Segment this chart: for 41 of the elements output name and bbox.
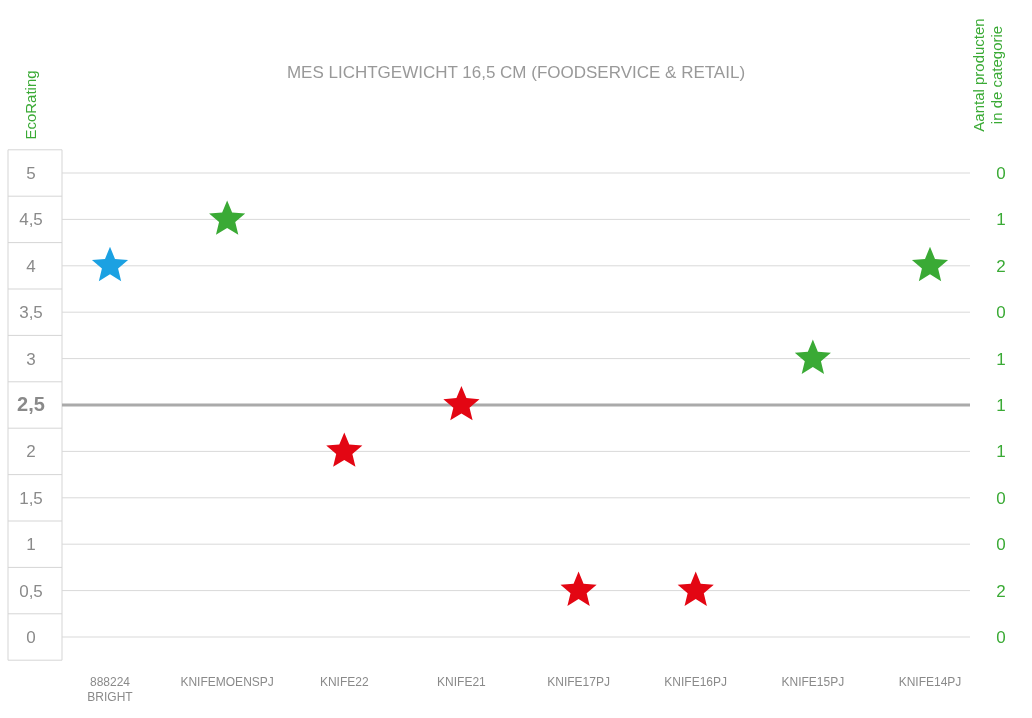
category-label: 1 [996, 396, 1006, 415]
y-axis-title: EcoRating [22, 70, 39, 140]
point [326, 432, 363, 467]
y-tick-label: 5 [26, 164, 36, 183]
y-tick-label: 2,5 [17, 393, 45, 415]
category-label: 1 [996, 349, 1006, 369]
category-label: 2 [996, 256, 1006, 276]
category-label: 2 [996, 581, 1006, 601]
x-tick-label: 888224 BRIGHT [87, 675, 134, 704]
x-tick-label: KNIFE16PJ [664, 675, 728, 689]
category-label: 0 [996, 303, 1006, 323]
point [560, 571, 597, 606]
chart-title: MES LICHTGEWICHT 16,5 CM (FOODSERVICE & RETAIL) [286, 63, 746, 82]
x-tick-label: KNIFE14PJ [898, 675, 962, 689]
x-tick-label: KNIFEMOENSPJ [180, 675, 274, 689]
category-label: 1 [996, 210, 1006, 230]
y-tick-label: 3,5 [19, 303, 43, 323]
point [209, 200, 246, 235]
y-tick-label: 1 [26, 535, 36, 555]
y2-axis-title: Aantal producten in de categorie [970, 18, 1005, 132]
x-tick-label: KNIFE15PJ [781, 675, 845, 689]
y-tick-label: 1,5 [19, 488, 43, 508]
y-tick-label: 3 [26, 349, 36, 369]
point [911, 246, 949, 282]
point [794, 339, 831, 374]
y-tick-label: 0 [26, 628, 36, 647]
x-tick-label: KNIFE22 [319, 675, 369, 689]
y-tick-label: 4,5 [19, 210, 43, 230]
y-tick-label: 0,5 [19, 581, 43, 601]
category-label: 0 [996, 535, 1006, 555]
y-tick-label: 2 [26, 442, 36, 462]
point [91, 246, 129, 282]
y-tick-label: 4 [26, 256, 36, 276]
category-label: 0 [996, 164, 1006, 183]
x-tick-label: KNIFE17PJ [547, 675, 610, 689]
category-label: 0 [996, 628, 1006, 647]
point [443, 386, 480, 421]
category-label: 1 [996, 442, 1006, 462]
category-label: 0 [996, 488, 1006, 508]
point [677, 571, 714, 606]
x-tick-label: KNIFE21 [437, 675, 487, 689]
